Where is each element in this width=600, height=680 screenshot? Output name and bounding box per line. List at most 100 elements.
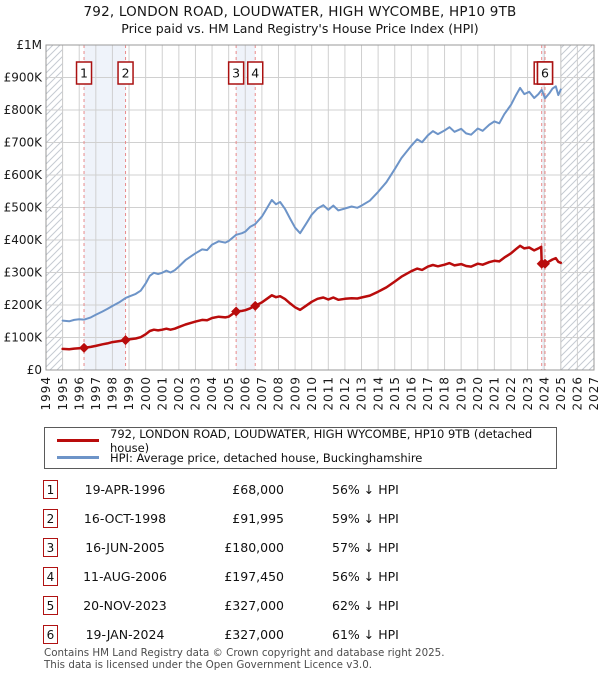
- event-flags: 1234566: [75, 61, 554, 85]
- price-chart: 1234566£1M£900K£800K£700K£600K£500K£400K…: [4, 38, 600, 411]
- svg-text:2022: 2022: [504, 376, 518, 411]
- svg-text:2025: 2025: [554, 376, 568, 411]
- event-flag-number: 3: [232, 66, 240, 81]
- svg-text:£300K: £300K: [4, 266, 44, 280]
- svg-text:£100K: £100K: [4, 331, 44, 345]
- sale-number-badge: 3: [43, 538, 58, 557]
- svg-text:2000: 2000: [139, 376, 153, 411]
- svg-text:2002: 2002: [172, 376, 186, 411]
- license-footer: Contains HM Land Registry data © Crown c…: [44, 647, 584, 671]
- svg-text:£800K: £800K: [4, 103, 44, 117]
- legend-label: HPI: Average price, detached house, Buck…: [110, 450, 423, 465]
- event-flag-number: 4: [251, 66, 259, 81]
- sale-price: £327,000: [224, 598, 284, 613]
- svg-text:2016: 2016: [405, 376, 419, 411]
- svg-text:1999: 1999: [122, 376, 136, 411]
- sale-marker: [250, 300, 261, 311]
- svg-text:2024: 2024: [537, 376, 551, 411]
- sale-date: 20-NOV-2023: [83, 598, 167, 613]
- sale-row: 5 20-NOV-2023 £327,000 62% ↓ HPI: [43, 591, 563, 620]
- sale-price: £91,995: [232, 511, 284, 526]
- sale-hpi-diff: 59% ↓ HPI: [332, 511, 399, 526]
- sale-row: 2 16-OCT-1998 £91,995 59% ↓ HPI: [43, 504, 563, 533]
- svg-text:2001: 2001: [155, 376, 169, 411]
- hpi-line-swatch: [57, 456, 99, 459]
- event-flag-box: [227, 61, 245, 85]
- sale-number-badge: 6: [43, 625, 58, 644]
- footer-line: Contains HM Land Registry data © Crown c…: [44, 647, 445, 659]
- sale-number-badge: 4: [43, 567, 58, 586]
- svg-text:2008: 2008: [272, 376, 286, 411]
- sale-price: £197,450: [224, 569, 284, 584]
- svg-text:1996: 1996: [72, 376, 86, 411]
- svg-text:6: 6: [541, 66, 549, 81]
- plot-border: [45, 44, 595, 371]
- svg-text:2005: 2005: [222, 376, 236, 411]
- svg-text:2017: 2017: [421, 376, 435, 411]
- legend-label: 792, LONDON ROAD, LOUDWATER, HIGH WYCOMB…: [110, 426, 533, 455]
- svg-text:£200K: £200K: [4, 298, 44, 312]
- svg-text:2012: 2012: [338, 376, 352, 411]
- sale-number-badge: 2: [43, 509, 58, 528]
- footer-line: This data is licensed under the Open Gov…: [44, 658, 373, 671]
- svg-text:2026: 2026: [571, 376, 585, 411]
- hpi-line: [61, 85, 562, 323]
- sale-date: 16-OCT-1998: [83, 511, 167, 526]
- sale-hpi-diff: 56% ↓ HPI: [332, 569, 399, 584]
- svg-text:£500K: £500K: [4, 201, 44, 215]
- event-date-lines: [83, 45, 546, 370]
- svg-text:2019: 2019: [454, 376, 468, 411]
- svg-text:1997: 1997: [89, 376, 103, 411]
- svg-text:2020: 2020: [471, 376, 485, 411]
- svg-text:2014: 2014: [371, 376, 385, 411]
- sale-markers: [79, 258, 551, 353]
- svg-text:2015: 2015: [388, 376, 402, 411]
- svg-text:£1M: £1M: [16, 38, 42, 52]
- sale-price: £68,000: [232, 482, 284, 497]
- svg-text:2003: 2003: [189, 376, 203, 411]
- svg-text:2004: 2004: [205, 376, 219, 411]
- sale-date: 16-JUN-2005: [85, 540, 165, 555]
- sale-marker: [231, 306, 242, 317]
- sale-date: 19-APR-1996: [84, 482, 166, 497]
- svg-text:1994: 1994: [39, 376, 53, 411]
- event-flag-box: [246, 61, 264, 85]
- sale-row: 3 16-JUN-2005 £180,000 57% ↓ HPI: [43, 533, 563, 562]
- svg-text:2018: 2018: [438, 376, 452, 411]
- svg-text:2006: 2006: [238, 376, 252, 411]
- sale-row: 6 19-JAN-2024 £327,000 61% ↓ HPI: [43, 620, 563, 649]
- svg-text:2027: 2027: [587, 376, 600, 411]
- svg-text:2007: 2007: [255, 376, 269, 411]
- svg-text:1998: 1998: [106, 376, 120, 411]
- price-line-swatch: [57, 439, 99, 442]
- sale-date: 11-AUG-2006: [83, 569, 167, 584]
- event-flag-box: [75, 61, 93, 85]
- event-flag-box: [117, 61, 134, 85]
- chart-legend: 792, LONDON ROAD, LOUDWATER, HIGH WYCOMB…: [44, 427, 557, 469]
- svg-text:2013: 2013: [355, 376, 369, 411]
- svg-text:£0: £0: [27, 363, 42, 377]
- sale-number-badge: 1: [43, 480, 58, 499]
- sale-marker: [120, 335, 131, 346]
- legend-entry-hpi: HPI: Average price, detached house, Buck…: [57, 449, 556, 466]
- svg-text:£700K: £700K: [4, 136, 44, 150]
- sale-hpi-diff: 61% ↓ HPI: [332, 627, 399, 642]
- sales-table: 1 19-APR-1996 £68,000 56% ↓ HPI 2 16-OCT…: [43, 475, 563, 649]
- sale-row: 4 11-AUG-2006 £197,450 56% ↓ HPI: [43, 562, 563, 591]
- sale-price: £327,000: [224, 627, 284, 642]
- sale-hpi-diff: 57% ↓ HPI: [332, 540, 399, 555]
- event-flag-number: 2: [122, 66, 130, 81]
- svg-text:2009: 2009: [288, 376, 302, 411]
- svg-text:2023: 2023: [521, 376, 535, 411]
- legend-entry-price: 792, LONDON ROAD, LOUDWATER, HIGH WYCOMB…: [57, 427, 556, 455]
- x-axis-labels: 1994 1995 1996 1997 1998 1999 2000 2001 2002 2003…: [39, 376, 600, 411]
- sale-marker: [79, 342, 90, 353]
- event-flag-number: 1: [80, 66, 88, 81]
- svg-text:£600K: £600K: [4, 168, 44, 182]
- svg-text:2010: 2010: [305, 376, 319, 411]
- sale-price: £180,000: [224, 540, 284, 555]
- sale-number-badge: 5: [43, 596, 58, 615]
- price-chart-svg: 1234566£1M£900K£800K£700K£600K£500K£400K…: [4, 38, 600, 411]
- sale-marker: [540, 258, 551, 269]
